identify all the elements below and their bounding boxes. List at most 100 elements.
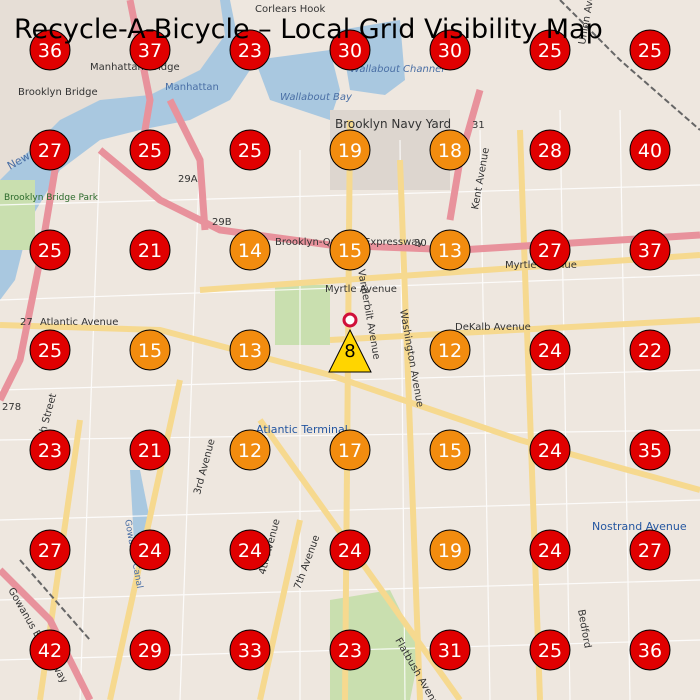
grid-marker[interactable] — [229, 329, 271, 371]
grid-marker[interactable] — [29, 29, 71, 71]
grid-marker[interactable] — [429, 529, 471, 571]
grid-marker[interactable] — [229, 529, 271, 571]
grid-marker[interactable] — [329, 429, 371, 471]
label-myrtle: Myrtle Avenue — [325, 284, 397, 295]
railway — [19, 0, 700, 641]
grid-marker[interactable] — [229, 429, 271, 471]
grid-marker[interactable] — [29, 229, 71, 271]
grid-marker[interactable] — [129, 629, 171, 671]
grid-marker-value: 24 — [538, 540, 562, 562]
label-manhattan: Manhattan — [165, 82, 219, 93]
grid-marker-value: 40 — [638, 140, 662, 162]
grid-marker[interactable] — [429, 629, 471, 671]
grid-marker[interactable] — [329, 629, 371, 671]
grid-marker[interactable] — [29, 129, 71, 171]
grid-marker-value: 17 — [338, 440, 362, 462]
grid-marker-value: 25 — [38, 340, 62, 362]
grid-marker[interactable] — [29, 329, 71, 371]
label-corlears-hook: Corlears Hook — [255, 4, 326, 15]
grid-marker-value: 27 — [638, 540, 662, 562]
label-278: 278 — [2, 402, 21, 413]
grid-marker[interactable] — [629, 629, 671, 671]
grid-marker-value: 29 — [138, 640, 162, 662]
grid-marker-value: 21 — [138, 440, 162, 462]
grid-marker[interactable] — [629, 329, 671, 371]
site-triangle-marker — [328, 328, 372, 373]
grid-marker-value: 25 — [538, 640, 562, 662]
visibility-markers: 36 37 23 30 30 25 25 27 25 25 19 18 28 40 25 21 14 15 13 27… — [29, 29, 671, 671]
grid-marker[interactable] — [129, 129, 171, 171]
grid-marker[interactable] — [529, 529, 571, 571]
grid-marker-value: 19 — [338, 140, 362, 162]
grid-marker[interactable] — [229, 129, 271, 171]
arterial-roads — [0, 119, 700, 700]
grid-marker-value: 27 — [38, 140, 62, 162]
grid-marker[interactable] — [229, 629, 271, 671]
label-navy-yard: Brooklyn Navy Yard — [335, 117, 451, 131]
grid-marker[interactable] — [429, 129, 471, 171]
grid-marker-value: 30 — [338, 40, 362, 62]
grid-marker[interactable] — [129, 229, 171, 271]
grid-marker-value: 42 — [38, 640, 62, 662]
grid-marker[interactable] — [29, 629, 71, 671]
grid-marker[interactable] — [129, 429, 171, 471]
grid-marker-value: 25 — [538, 40, 562, 62]
grid-marker[interactable] — [529, 629, 571, 671]
label-27: 27 — [20, 317, 33, 328]
grid-marker-value: 36 — [38, 40, 62, 62]
grid-marker[interactable] — [329, 529, 371, 571]
grid-marker-value: 28 — [538, 140, 562, 162]
fort-greene-park — [275, 285, 330, 345]
grid-marker[interactable] — [529, 29, 571, 71]
grid-marker-value: 27 — [38, 540, 62, 562]
grid-marker-value: 24 — [138, 540, 162, 562]
grid-marker[interactable] — [629, 429, 671, 471]
grid-marker[interactable] — [529, 129, 571, 171]
grid-marker[interactable] — [129, 29, 171, 71]
grid-marker-value: 33 — [238, 640, 262, 662]
grid-marker[interactable] — [329, 29, 371, 71]
grid-marker[interactable] — [629, 129, 671, 171]
grid-marker-value: 25 — [638, 40, 662, 62]
grid-marker[interactable] — [29, 529, 71, 571]
grid-marker[interactable] — [429, 329, 471, 371]
grid-marker-value: 24 — [538, 440, 562, 462]
grid-marker[interactable] — [229, 29, 271, 71]
grid-marker[interactable] — [129, 529, 171, 571]
grid-marker-value: 24 — [238, 540, 262, 562]
grid-marker[interactable] — [429, 429, 471, 471]
site-location-pin — [342, 312, 358, 328]
grid-marker-value: 18 — [438, 140, 462, 162]
grid-marker-value: 24 — [538, 340, 562, 362]
grid-marker[interactable] — [129, 329, 171, 371]
label-union: Union Avenue — [577, 0, 600, 46]
grid-marker[interactable] — [429, 29, 471, 71]
grid-marker[interactable] — [29, 429, 71, 471]
grid-marker-value: 35 — [638, 440, 662, 462]
grid-marker[interactable] — [629, 229, 671, 271]
grid-marker[interactable] — [629, 529, 671, 571]
grid-marker-value: 23 — [338, 640, 362, 662]
grid-marker-value: 25 — [238, 140, 262, 162]
grid-marker[interactable] — [529, 429, 571, 471]
label-nostrand: Nostrand Avenue — [592, 520, 687, 533]
grid-marker-value: 14 — [238, 240, 262, 262]
grid-marker-value: 15 — [138, 340, 162, 362]
label-third-ave: 3rd Avenue — [192, 438, 217, 496]
grid-marker-value: 37 — [638, 240, 662, 262]
label-29a: 29A — [178, 174, 198, 185]
brooklyn-bridge-park — [0, 180, 35, 250]
grid-marker-value: 37 — [138, 40, 162, 62]
grid-marker[interactable] — [329, 229, 371, 271]
grid-marker[interactable] — [429, 229, 471, 271]
grid-marker-value: 13 — [438, 240, 462, 262]
label-brooklyn-park: Brooklyn Bridge Park — [4, 193, 99, 203]
label-brooklyn-bridge: Brooklyn Bridge — [18, 87, 98, 98]
grid-marker-value: 13 — [238, 340, 262, 362]
label-wallabout-bay: Wallabout Bay — [280, 92, 353, 103]
grid-marker[interactable] — [329, 129, 371, 171]
grid-marker[interactable] — [529, 329, 571, 371]
grid-marker[interactable] — [229, 229, 271, 271]
grid-marker[interactable] — [529, 229, 571, 271]
grid-marker[interactable] — [629, 29, 671, 71]
